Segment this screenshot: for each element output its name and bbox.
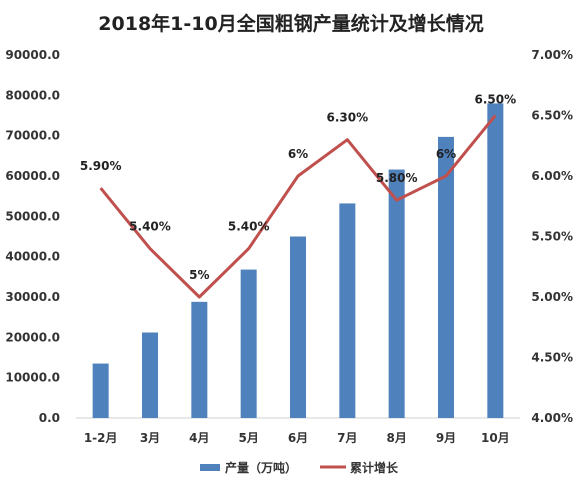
y-right-tick-label: 6.50% [531, 109, 573, 123]
x-tick-label: 6月 [288, 431, 308, 445]
y-left-tick-label: 50000.0 [5, 209, 60, 223]
y-right-tick-label: 4.50% [531, 351, 573, 365]
line-data-label: 5.80% [376, 171, 418, 185]
y-right-tick-label: 7.00% [531, 48, 573, 62]
bar [388, 169, 405, 418]
growth-line [99, 114, 497, 299]
x-tick-label: 5月 [238, 431, 258, 445]
x-tick-label: 9月 [436, 431, 456, 445]
line-data-label: 6% [288, 147, 308, 161]
line-data-label: 5.40% [129, 220, 171, 234]
bar-series [92, 103, 504, 419]
bar [240, 269, 257, 418]
line-data-label: 6% [436, 147, 456, 161]
legend-swatch-bar [200, 464, 220, 471]
y-left-tick-label: 30000.0 [5, 290, 60, 304]
chart-title: 2018年1-10月全国粗钢产量统计及增长情况 [98, 12, 483, 35]
y-right-tick-label: 6.00% [531, 169, 573, 183]
bar [191, 301, 208, 418]
y-left-tick-label: 80000.0 [5, 88, 60, 102]
y-right-tick-label: 4.00% [531, 411, 573, 425]
x-tick-label: 1-2月 [84, 431, 118, 445]
y-left-tick-label: 40000.0 [5, 250, 60, 264]
line-data-label: 5.90% [80, 159, 122, 173]
y-left-tick-label: 60000.0 [5, 169, 60, 183]
y-left-tick-label: 70000.0 [5, 129, 60, 143]
y-left-tick-label: 90000.0 [5, 48, 60, 62]
bar [290, 236, 306, 418]
legend-label-line: 累计增长 [350, 460, 399, 475]
x-tick-label: 10月 [481, 431, 510, 445]
x-tick-label: 3月 [140, 431, 160, 445]
y-left-tick-label: 20000.0 [5, 330, 60, 344]
x-tick-label: 7月 [337, 431, 357, 445]
legend: 产量（万吨） 累计增长 [200, 460, 399, 475]
bar [92, 363, 109, 418]
y-left-tick-label: 10000.0 [5, 371, 60, 385]
y-right-tick-label: 5.00% [531, 290, 573, 304]
line-data-label: 6.30% [327, 111, 369, 125]
y-left-tick-label: 0.0 [39, 411, 60, 425]
line-series [99, 114, 497, 299]
line-data-label: 5% [189, 268, 209, 282]
bar [487, 103, 504, 419]
bar [438, 136, 454, 419]
y-right-tick-label: 5.50% [531, 230, 573, 244]
x-tick-label: 8月 [386, 431, 406, 445]
bar [142, 332, 158, 418]
chart-axes: 0.0 10000.0 20000.0 30000.0 40000.0 50000.0 60… [5, 48, 573, 445]
x-tick-label: 4月 [189, 431, 209, 445]
bar [339, 203, 356, 418]
legend-label-bar: 产量（万吨） [225, 460, 297, 475]
line-data-label: 6.50% [475, 93, 517, 107]
line-data-label: 5.40% [228, 220, 270, 234]
data-labels: 5.90% 5.40% 5% 5.40% 6% 6.30% 5.80% 6% 6.50% [80, 93, 516, 283]
